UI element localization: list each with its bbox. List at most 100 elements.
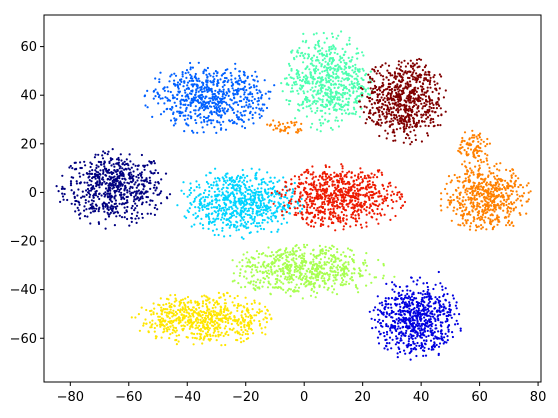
data-point: [463, 224, 466, 227]
data-point: [224, 298, 227, 301]
data-point: [70, 176, 73, 179]
data-point: [89, 222, 92, 225]
data-point: [242, 174, 245, 177]
data-point: [359, 167, 362, 170]
data-point: [207, 311, 211, 314]
data-point: [108, 198, 111, 201]
data-point: [296, 207, 299, 210]
data-point: [241, 310, 244, 313]
data-point: [185, 314, 188, 318]
data-point: [386, 204, 389, 207]
data-point: [463, 160, 466, 163]
data-point: [213, 78, 216, 81]
data-point: [303, 171, 306, 174]
data-point: [242, 218, 245, 221]
data-point: [124, 186, 127, 189]
data-point: [145, 201, 148, 204]
data-point: [105, 203, 108, 206]
data-point: [489, 218, 492, 221]
data-point: [215, 74, 218, 77]
data-point: [353, 77, 356, 80]
data-point: [470, 171, 473, 174]
data-point: [102, 201, 106, 204]
data-point: [300, 257, 303, 260]
data-point: [243, 215, 246, 218]
data-point: [217, 203, 220, 207]
data-point: [120, 196, 123, 199]
data-point: [153, 307, 156, 310]
data-point: [217, 312, 220, 315]
data-point: [103, 180, 106, 183]
data-point: [239, 219, 242, 222]
data-point: [307, 280, 310, 283]
data-point: [340, 259, 343, 262]
data-point: [385, 197, 388, 200]
data-point: [213, 210, 216, 213]
data-point: [229, 224, 232, 227]
data-point: [365, 284, 368, 287]
data-point: [214, 301, 217, 304]
data-point: [246, 189, 249, 192]
data-point: [267, 188, 270, 191]
data-point: [142, 179, 145, 182]
data-point: [240, 326, 243, 329]
data-point: [256, 210, 259, 213]
data-point: [472, 216, 475, 219]
data-point: [97, 171, 100, 174]
data-point: [205, 215, 208, 218]
data-point: [96, 181, 99, 184]
data-point: [218, 199, 221, 202]
data-point: [152, 312, 155, 316]
data-point: [315, 267, 319, 270]
data-point: [316, 278, 320, 282]
data-point: [210, 203, 214, 206]
data-point: [132, 200, 135, 203]
data-point: [107, 150, 110, 153]
data-point: [251, 203, 254, 206]
data-point: [178, 112, 181, 115]
data-point: [487, 183, 491, 186]
data-point: [310, 275, 313, 278]
data-point: [335, 93, 338, 96]
data-point: [507, 202, 511, 205]
data-point: [176, 97, 179, 101]
data-point: [468, 144, 471, 147]
data-point: [328, 96, 331, 99]
data-point: [286, 276, 289, 279]
data-point: [243, 105, 246, 108]
data-point: [332, 76, 335, 79]
data-point: [236, 294, 239, 298]
data-point: [291, 188, 294, 191]
data-point: [291, 90, 294, 93]
data-point: [311, 122, 314, 125]
data-point: [343, 104, 346, 107]
data-point: [289, 253, 292, 256]
data-point: [242, 210, 245, 213]
data-point: [174, 326, 178, 330]
data-point: [281, 90, 284, 93]
data-point: [358, 269, 362, 272]
data-point: [481, 213, 484, 216]
data-point: [316, 50, 320, 53]
data-point: [169, 107, 172, 111]
data-point: [490, 195, 493, 199]
data-point: [367, 176, 370, 179]
data-point: [305, 280, 308, 283]
data-point: [216, 96, 219, 99]
data-point: [202, 100, 206, 103]
data-point: [496, 218, 499, 221]
data-point: [199, 329, 202, 332]
data-point: [215, 201, 218, 204]
data-point: [463, 149, 466, 152]
data-point: [368, 273, 371, 276]
data-point: [286, 197, 289, 200]
data-point: [115, 215, 118, 218]
data-point: [323, 57, 326, 60]
data-point: [338, 107, 341, 111]
data-point: [456, 208, 459, 211]
data-point: [228, 315, 231, 318]
data-point: [512, 207, 516, 210]
data-point: [157, 171, 160, 175]
data-point: [192, 98, 195, 101]
data-point: [311, 80, 314, 83]
